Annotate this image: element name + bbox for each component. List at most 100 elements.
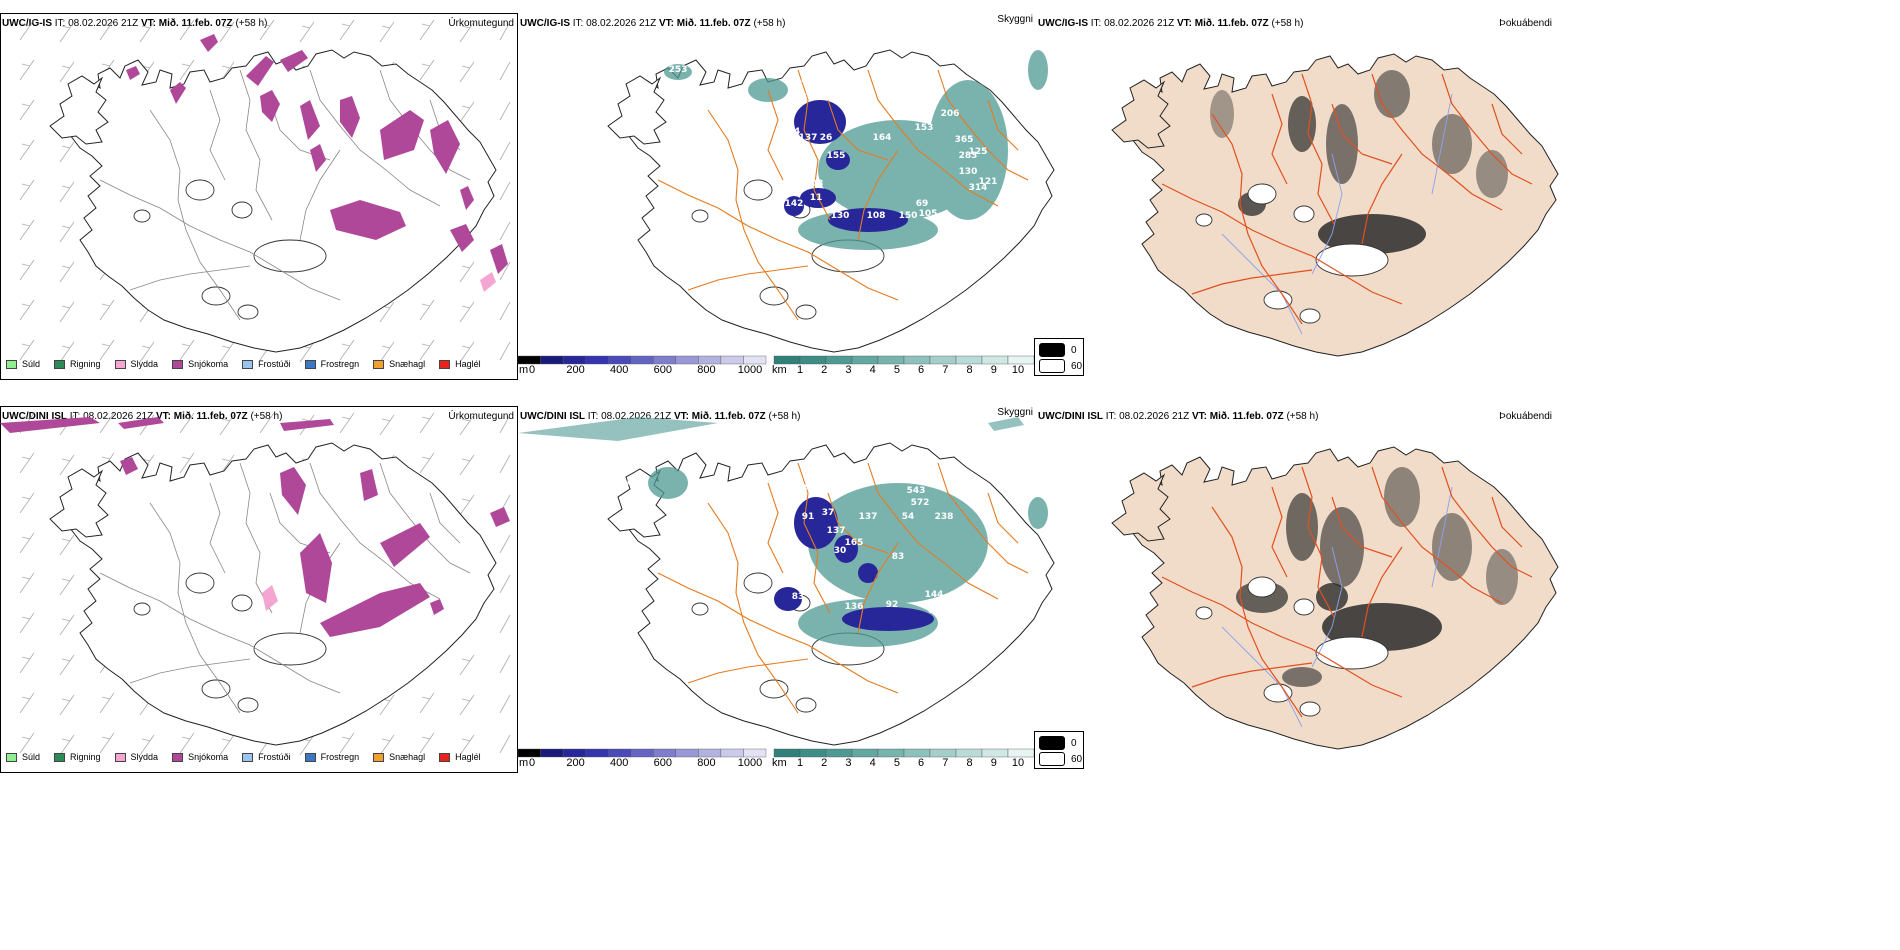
colorbar-tick: 600 (653, 757, 672, 769)
colorbar-cell (929, 355, 957, 365)
colorbar-cell (517, 355, 541, 365)
colorbar-cell (675, 748, 699, 758)
cloudbase-value-label: 6 (801, 93, 807, 103)
fog-legend-swatch (1039, 359, 1065, 373)
cloudbase-value-label: 125 (969, 147, 988, 157)
fog-legend-label: 0 (1071, 738, 1077, 749)
legend-label: Haglél (455, 359, 481, 369)
colorbar-cell (877, 355, 905, 365)
cloudbase-value-label: 19 (862, 103, 875, 113)
visibility-colorbar (773, 355, 1035, 365)
visibility-panel-row1: UWC/IG-IS IT: 08.02.2026 21Z VT: Mið. 11… (517, 0, 1055, 380)
cloudbase-value-label: 72 (884, 656, 897, 666)
cloudbase-value-label: 91 (802, 512, 815, 522)
panel-type-label: Úrkomutegund (448, 18, 514, 29)
fog-legend-label: 0 (1071, 345, 1077, 356)
sleet-area (480, 272, 496, 292)
colorbar-tick: 5 (893, 757, 900, 769)
cloudbase-value-label: 164 (873, 133, 892, 143)
model-name: UWC/IG-IS (1038, 18, 1088, 29)
precip-panel-row2: UWC/DINI ISL IT: 08.02.2026 21Z VT: Mið.… (0, 393, 518, 773)
panel-type-label: Skyggni (997, 14, 1033, 25)
legend-item: Slydda (114, 752, 158, 762)
colorbar-cell (955, 355, 983, 365)
fog-legend-swatch (1039, 343, 1065, 357)
snowfall-areas (0, 417, 510, 637)
cloudbase-value-label: 31 (982, 564, 995, 574)
rivers (1221, 93, 1453, 335)
colorbar-tick: 800 (697, 364, 716, 376)
cloudbase-value-label: 105 (919, 209, 938, 219)
colorbar-cell (955, 748, 983, 758)
precip-frame (0, 406, 518, 773)
fog-legend-label: 60 (1071, 361, 1083, 372)
cloudbase-value-label: 206 (941, 109, 960, 119)
lead-time: (+58 h) (250, 411, 283, 422)
cloudbase-unit: m (519, 364, 529, 376)
colorbar-cell (877, 748, 905, 758)
legend-item: Snjókoma (172, 359, 228, 369)
colorbar-tick: 400 (610, 757, 629, 769)
legend-item: Haglél (439, 359, 481, 369)
legend-label: Rigning (70, 359, 101, 369)
cloudbase-value-label: 303 (805, 179, 824, 189)
legend-item: Frostúði (242, 752, 291, 762)
sleet-area (262, 585, 278, 611)
colorbar-tick: 1 (796, 364, 804, 376)
legend-item: Rigning (54, 752, 101, 762)
colorbar-cell (929, 748, 957, 758)
cloudbase-value-label: 108 (867, 211, 886, 221)
colorbar-tick: 1000 (737, 757, 763, 769)
legend-swatch (6, 359, 17, 369)
legend-label: Súld (22, 752, 41, 762)
legend-label: Snæhagl (389, 752, 426, 762)
precip-frame (0, 13, 518, 380)
cloudbase-value-label: 543 (907, 486, 926, 496)
low-visibility-areas (664, 50, 1048, 250)
colorbar-tick: 9 (990, 364, 997, 376)
legend-item: Slydda (114, 359, 158, 369)
panel-title: UWC/DINI ISL IT: 08.02.2026 21Z VT: Mið.… (2, 411, 282, 422)
legend-item: Frostúði (242, 359, 291, 369)
panel-type-label: Þokuábendi (1499, 411, 1552, 422)
colorbar-tick: 4 (869, 757, 876, 769)
panel-title: UWC/DINI ISL IT: 08.02.2026 21Z VT: Mið.… (520, 411, 800, 422)
cloudbase-value-label: 165 (845, 538, 864, 548)
legend-item: Súld (6, 752, 40, 762)
legend-item: Snæhagl (373, 359, 425, 369)
colorbar-cell (675, 355, 699, 365)
legend-swatch (172, 752, 184, 762)
model-name: UWC/DINI ISL (520, 411, 585, 422)
cloudbase-value-label: 83 (792, 592, 805, 602)
lead-time: (+58 h) (753, 18, 786, 29)
cloudbase-value-label: 178 (789, 484, 808, 494)
cloudbase-colorbar (517, 355, 767, 365)
colorbar-cell (903, 355, 931, 365)
colorbar-cell (540, 355, 564, 365)
cloudbase-value-label: 142 (785, 199, 804, 209)
legend-label: Frostúði (258, 752, 291, 762)
model-name: UWC/DINI ISL (1038, 411, 1103, 422)
low-cloudbase-areas (784, 100, 908, 232)
cloudbase-value-label: 314 (969, 183, 988, 193)
legend-swatch (6, 752, 17, 762)
legend-item: Frostregn (304, 752, 359, 762)
colorbar-cell (720, 748, 744, 758)
lead-time: (+58 h) (1271, 18, 1304, 29)
panel-title: UWC/IG-IS IT: 08.02.2026 21Z VT: Mið. 11… (520, 18, 785, 29)
colorbar-cell (799, 748, 827, 758)
colorbar-tick: 1 (796, 757, 804, 769)
legend-swatch (242, 752, 254, 762)
legend-swatch (114, 359, 126, 369)
colorbar-tick: 7 (942, 757, 949, 769)
vt-label: VT: (1176, 18, 1192, 29)
colorbar-tick: 8 (966, 364, 973, 376)
visibility-ticks: 1 2 3 4 5 6 7 8 9 10 (774, 364, 1036, 376)
cloudbase-value-label: 253 (669, 65, 688, 75)
colorbar-cell (630, 355, 654, 365)
cloudbase-value-label: 137 (827, 526, 846, 536)
colorbar-cell (851, 748, 879, 758)
cloudbase-value-label: 92 (886, 600, 899, 610)
